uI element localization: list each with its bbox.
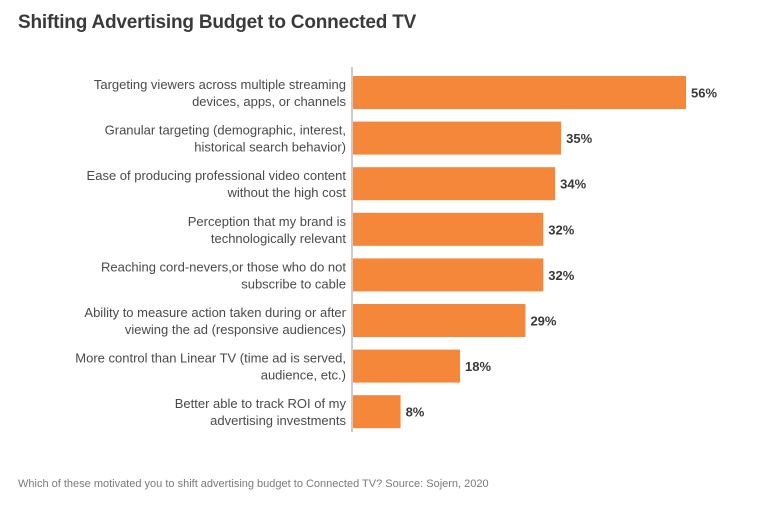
category-label-line: Better able to track ROI of my [175, 396, 347, 411]
category-label-line: Granular targeting (demographic, interes… [105, 123, 346, 138]
value-label: 34% [560, 177, 586, 192]
category-label: Reaching cord-nevers,or those who do not… [101, 259, 346, 291]
value-label: 29% [530, 314, 556, 329]
value-label: 32% [548, 222, 574, 237]
category-label: Ability to measure action taken during o… [84, 305, 346, 337]
category-label: Ease of producing professional video con… [87, 168, 347, 200]
category-label-line: Targeting viewers across multiple stream… [94, 77, 346, 92]
category-label: Granular targeting (demographic, interes… [105, 123, 346, 155]
chart-footnote: Which of these motivated you to shift ad… [18, 478, 489, 490]
bar [353, 212, 544, 246]
category-label-line: viewing the ad (responsive audiences) [125, 322, 346, 337]
value-label: 32% [548, 268, 574, 283]
category-label-line: Perception that my brand is [188, 214, 347, 229]
category-label-line: Reaching cord-nevers,or those who do not [101, 259, 346, 274]
category-label-line: without the high cost [226, 185, 346, 200]
category-label-line: advertising investments [210, 413, 346, 428]
value-labels-group: 56% 35% 34% 32% 32% 29% 18% 8% [406, 86, 718, 420]
category-label: Perception that my brand is technological… [188, 214, 347, 246]
category-label-line: Ease of producing professional video con… [87, 168, 347, 183]
bars-group [353, 76, 686, 429]
category-label: More control than Linear TV (time ad is … [75, 351, 346, 383]
category-label-line: technologically relevant [211, 231, 347, 246]
category-label-line: More control than Linear TV (time ad is … [75, 351, 346, 366]
bar [353, 167, 556, 201]
category-label-line: devices, apps, or channels [192, 94, 346, 109]
bar [353, 76, 686, 109]
value-label: 8% [406, 405, 425, 420]
category-label-line: audience, etc.) [261, 368, 346, 383]
category-label: Targeting viewers across multiple stream… [94, 77, 347, 109]
category-label: Better able to track ROI of my advertisin… [175, 396, 347, 428]
bar [353, 304, 526, 337]
bar [353, 121, 562, 155]
value-label: 18% [465, 359, 491, 374]
category-labels-group: Targeting viewers across multiple stream… [75, 77, 346, 428]
category-label-line: subscribe to cable [241, 276, 346, 291]
chart-title: Shifting Advertising Budget to Connected… [18, 12, 417, 33]
value-label: 56% [691, 86, 717, 101]
bar [353, 395, 401, 429]
value-label: 35% [566, 131, 592, 146]
category-label-line: Ability to measure action taken during o… [84, 305, 346, 320]
bar [353, 349, 461, 383]
bar [353, 258, 544, 292]
category-label-line: historical search behavior) [194, 140, 346, 155]
